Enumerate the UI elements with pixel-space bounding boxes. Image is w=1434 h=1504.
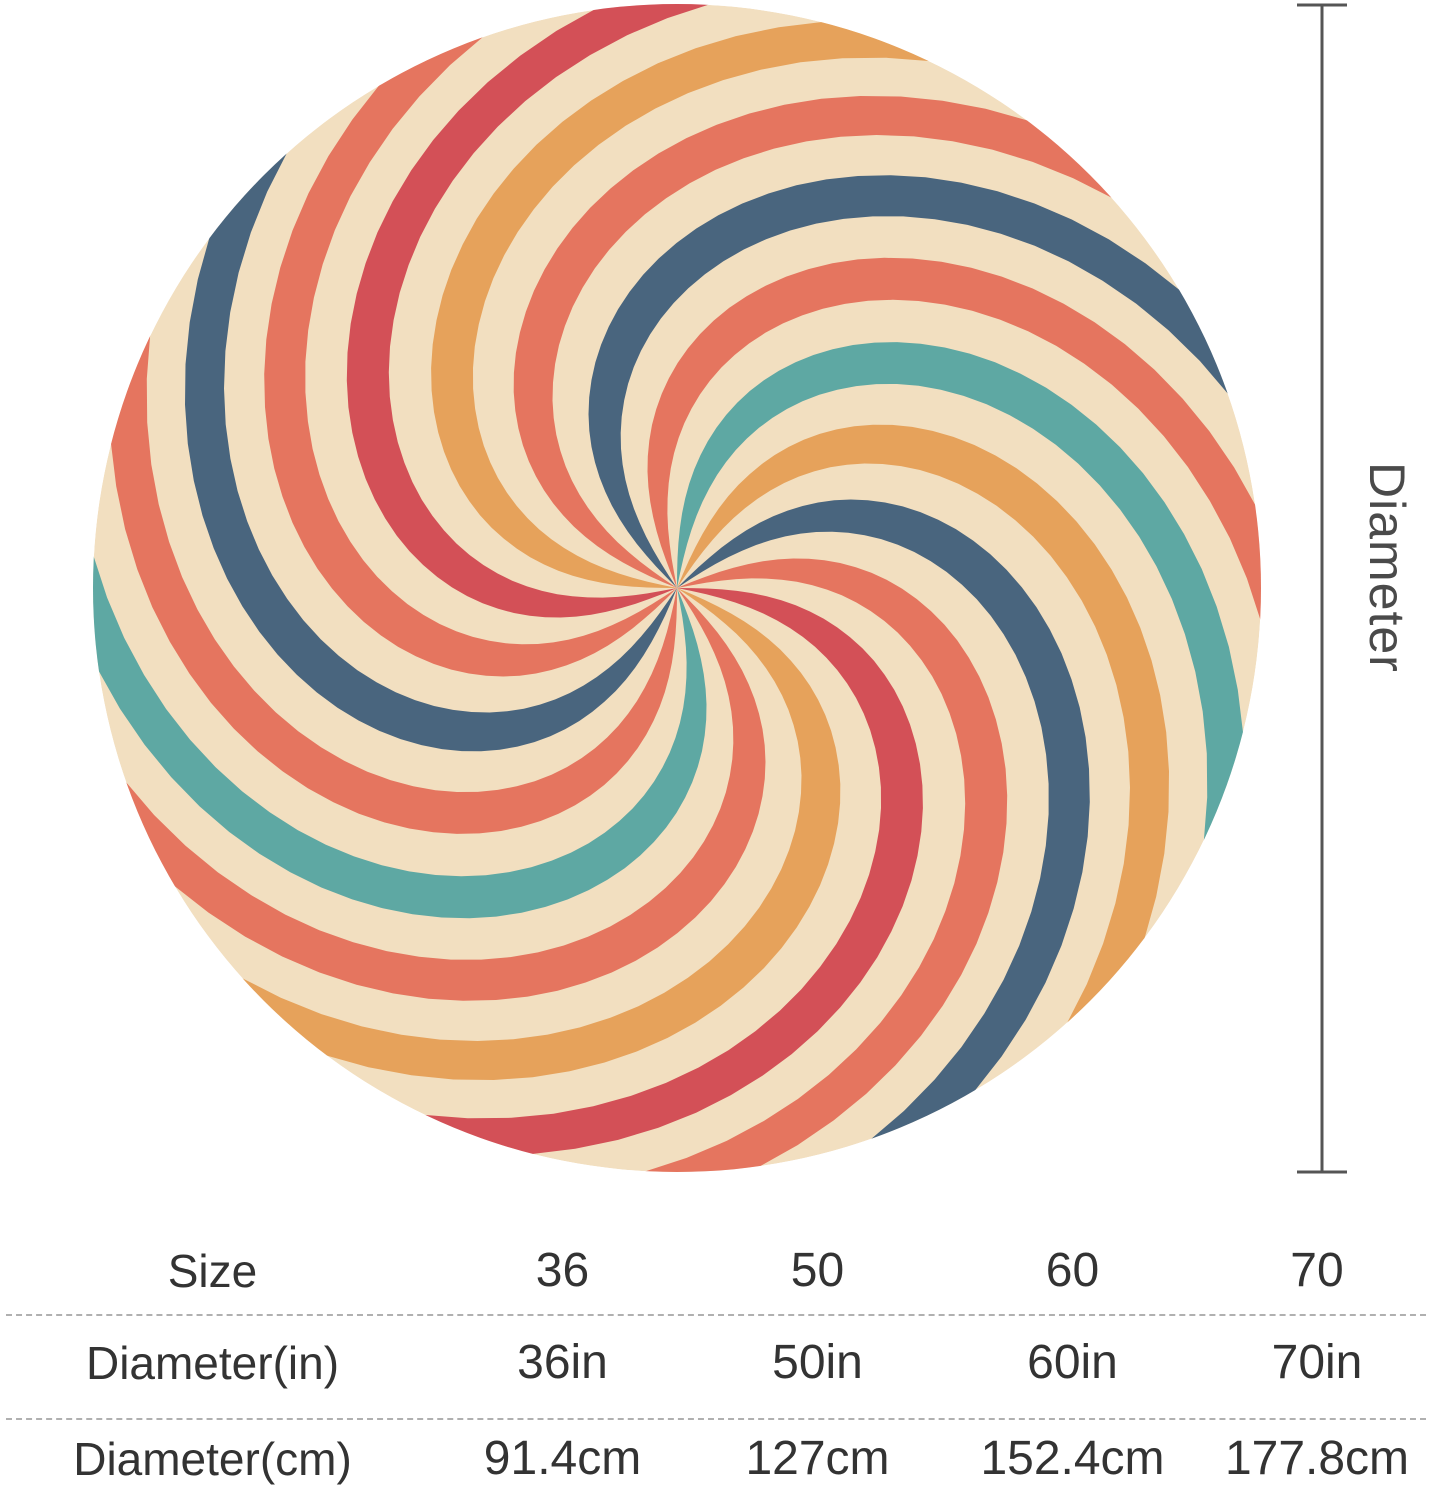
swirl-stripe <box>647 257 1261 668</box>
table-divider <box>6 1418 1426 1420</box>
swirl-stripe <box>431 20 979 588</box>
size-header: Size <box>167 1245 258 1297</box>
swirl-stripe <box>677 342 1245 890</box>
swirl-stripe <box>597 558 1008 1172</box>
size-value: 50 <box>790 1244 845 1297</box>
diameter-cm-value: 177.8cm <box>1224 1432 1410 1485</box>
swirl-stripe <box>93 508 707 919</box>
diameter-measure-line <box>1297 3 1347 1174</box>
diameter-cm-label: Diameter(cm) <box>73 1433 352 1485</box>
size-table: Size 36 50 60 70 Diameter(in) 36in 50in … <box>0 1230 1434 1502</box>
swirl-stripe <box>376 588 923 1156</box>
size-value: 36 <box>535 1244 590 1297</box>
diameter-label: Diameter <box>1359 462 1415 673</box>
diameter-cm-value: 152.4cm <box>980 1432 1165 1485</box>
diameter-cm-value: 127cm <box>745 1432 890 1485</box>
swirl-stripe <box>346 4 757 618</box>
diameter-cm-value: 91.4cm <box>483 1432 642 1485</box>
swirl-pattern <box>93 4 1261 1172</box>
diameter-in-value: 60in <box>1027 1336 1118 1389</box>
diameter-in-value: 50in <box>772 1336 863 1389</box>
rug-illustration <box>93 3 1347 1174</box>
diameter-in-row: Diameter(in) 36in 50in 60in 70in <box>0 1312 1434 1414</box>
diameter-in-label: Diameter(in) <box>85 1337 340 1389</box>
table-divider <box>6 1314 1426 1316</box>
size-value: 60 <box>1045 1244 1100 1297</box>
size-value: 70 <box>1290 1244 1344 1297</box>
diameter-in-value: 70in <box>1271 1336 1363 1389</box>
swirl-stripe <box>109 287 677 834</box>
diameter-cm-row: Diameter(cm) 91.4cm 127cm 152.4cm 177.8c… <box>0 1414 1434 1502</box>
diameter-in-value: 36in <box>517 1336 608 1389</box>
size-row: Size 36 50 60 70 <box>0 1230 1434 1312</box>
